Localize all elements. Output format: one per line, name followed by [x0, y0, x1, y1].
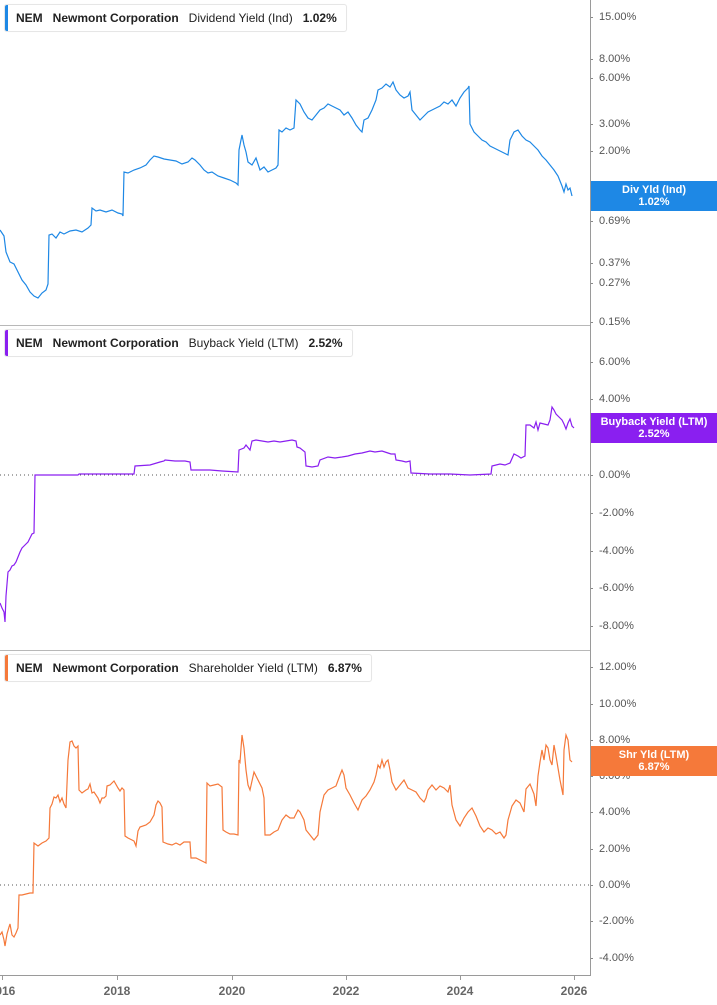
dividend-yield-panel: NEM Newmont Corporation Dividend Yield (… — [0, 0, 717, 328]
y-axis-line — [590, 0, 591, 976]
y-tick: -4.00% — [590, 952, 634, 964]
series-color-swatch — [5, 5, 8, 31]
y-tick: 2.00% — [590, 145, 630, 157]
y-tick: 3.00% — [590, 118, 630, 130]
y-tick: 0.00% — [590, 879, 630, 891]
dividend-yield-legend: NEM Newmont Corporation Dividend Yield (… — [4, 4, 347, 32]
panel-separator — [0, 650, 590, 651]
y-tick: 0.27% — [590, 277, 630, 289]
x-tick — [232, 975, 233, 980]
shareholder-yield-badge: Shr Yld (LTM) 6.87% — [591, 746, 717, 776]
y-tick: 2.00% — [590, 843, 630, 855]
y-tick: 6.00% — [590, 72, 630, 84]
y-tick: 15.00% — [590, 11, 636, 23]
badge-label: Div Yld (Ind) — [622, 184, 686, 196]
series-color-swatch — [5, 655, 8, 681]
y-tick: 6.00% — [590, 356, 630, 368]
y-tick: 0.69% — [590, 215, 630, 227]
shareholder-yield-panel: NEM Newmont Corporation Shareholder Yiel… — [0, 651, 717, 975]
y-tick: -2.00% — [590, 507, 634, 519]
metric-value: 1.02% — [302, 11, 337, 25]
y-tick: 12.00% — [590, 661, 636, 673]
shareholder-yield-legend: NEM Newmont Corporation Shareholder Yiel… — [4, 654, 372, 682]
dividend-yield-badge: Div Yld (Ind) 1.02% — [591, 181, 717, 211]
shareholder-yield-line — [0, 732, 590, 947]
y-tick: 10.00% — [590, 698, 636, 710]
x-tick — [460, 975, 461, 980]
metric-label: Dividend Yield (Ind) — [188, 11, 293, 25]
metric-label: Buyback Yield (LTM) — [188, 336, 299, 350]
company-label: Newmont Corporation — [52, 11, 179, 25]
series-color-swatch — [5, 330, 8, 356]
buyback-yield-line — [0, 405, 590, 623]
x-tick-label: 2016 — [0, 984, 16, 998]
x-axis-line — [0, 975, 591, 976]
y-tick: 8.00% — [590, 734, 630, 746]
x-tick — [117, 975, 118, 980]
x-tick-label: 2020 — [218, 984, 246, 998]
ticker-label: NEM — [16, 11, 43, 25]
x-tick-label: 2026 — [560, 984, 588, 998]
x-tick — [2, 975, 3, 980]
y-tick: 0.00% — [590, 469, 630, 481]
panel-separator — [0, 325, 590, 326]
x-tick-label: 2022 — [332, 984, 360, 998]
company-label: Newmont Corporation — [52, 661, 179, 675]
badge-value: 1.02% — [638, 196, 670, 208]
metric-label: Shareholder Yield (LTM) — [188, 661, 318, 675]
x-tick — [346, 975, 347, 980]
y-tick: -2.00% — [590, 915, 634, 927]
metric-value: 2.52% — [308, 336, 343, 350]
badge-value: 2.52% — [638, 428, 670, 440]
x-tick-label: 2018 — [103, 984, 131, 998]
ticker-label: NEM — [16, 661, 43, 675]
y-tick: -6.00% — [590, 582, 634, 594]
y-tick: 4.00% — [590, 806, 630, 818]
metric-value: 6.87% — [327, 661, 362, 675]
buyback-yield-legend: NEM Newmont Corporation Buyback Yield (L… — [4, 329, 353, 357]
x-tick — [574, 975, 575, 980]
y-tick: 8.00% — [590, 53, 630, 65]
y-tick: 4.00% — [590, 393, 630, 405]
badge-label: Shr Yld (LTM) — [618, 749, 690, 761]
buyback-yield-badge: Buyback Yield (LTM) 2.52% — [591, 413, 717, 443]
y-tick: -8.00% — [590, 620, 634, 632]
y-tick: -4.00% — [590, 545, 634, 557]
badge-value: 6.87% — [638, 761, 670, 773]
y-tick: 0.37% — [590, 257, 630, 269]
x-tick-label: 2024 — [446, 984, 474, 998]
dividend-yield-line — [0, 80, 573, 299]
buyback-yield-panel: NEM Newmont Corporation Buyback Yield (L… — [0, 326, 717, 650]
ticker-label: NEM — [16, 336, 43, 350]
y-tick: 0.15% — [590, 316, 630, 328]
company-label: Newmont Corporation — [52, 336, 179, 350]
badge-label: Buyback Yield (LTM) — [600, 416, 708, 428]
